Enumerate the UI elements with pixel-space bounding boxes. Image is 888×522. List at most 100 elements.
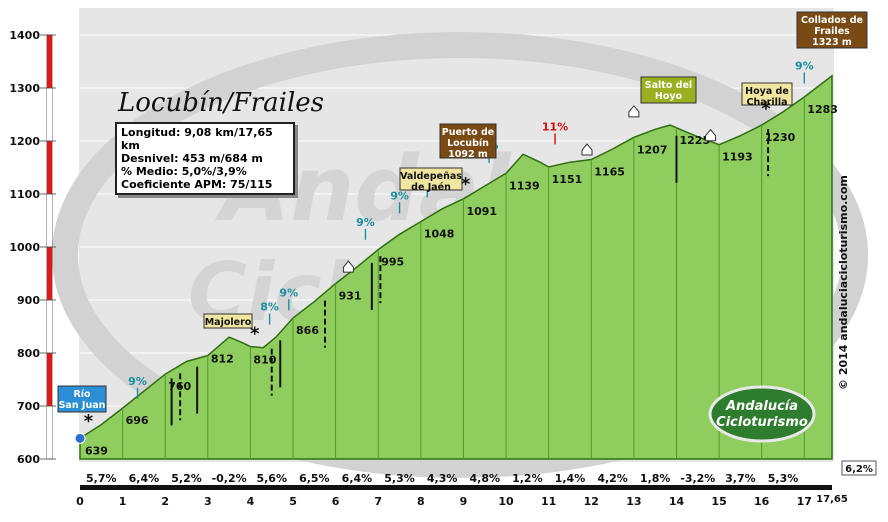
altitude-label: 639	[85, 444, 108, 457]
segment-gradient-label: -0,2%	[212, 472, 247, 485]
place-text: Salto del	[645, 80, 692, 91]
segment-gradient-label: 1,8%	[640, 472, 671, 485]
logo-text-2: Cicloturismo	[716, 415, 808, 430]
altitude-bar-seg-1300	[47, 35, 52, 88]
segment-gradient-label: 4,2%	[597, 472, 628, 485]
point-labels: 639 696 760 812 810 866 931 995 1048 1091 1139 1151…	[85, 103, 838, 457]
altitude-label: 1225	[679, 134, 710, 147]
max-gradient-label: 9%	[128, 375, 147, 388]
place-text: Río	[73, 389, 91, 400]
y-axis-labels: 600 700 800 900 1000 1100 1200 1300 1400	[9, 29, 56, 466]
place-box	[57, 385, 107, 413]
place-text: Hoya de	[745, 86, 789, 97]
max-gradient-label: 9%	[390, 189, 409, 202]
place-box	[796, 11, 868, 49]
place-text: Frailes	[814, 26, 850, 37]
x-axis-band	[80, 485, 832, 490]
segment-gradient-label: 1,2%	[512, 472, 543, 485]
watermark-ellipse	[52, 32, 868, 478]
info-longitud: Longitud: 9,08 km/17,65 km	[121, 126, 273, 152]
markers: * * * * © 2014 andaluciacicloturismo.com Anda…	[74, 99, 850, 444]
place-text: 1092 m	[448, 149, 488, 160]
x-tick-label: 2	[161, 495, 169, 508]
last-gradient-frame	[841, 460, 877, 476]
start-icon	[74, 432, 86, 444]
altitude-bar-seg-1100	[47, 141, 52, 194]
x-tick-label: 12	[584, 495, 599, 508]
altitude-label: 760	[168, 380, 191, 393]
altitude-bar-seg-700	[47, 353, 52, 406]
segment-gradient-label: 5,2%	[171, 472, 202, 485]
y-tick-label: 1000	[9, 241, 40, 254]
segment-gradient-label: 4,3%	[427, 472, 458, 485]
house-icon	[581, 143, 593, 156]
segment-gradient-label: 6,5%	[299, 472, 330, 485]
altitude-label: 696	[126, 414, 149, 427]
x-tick-label: 16	[754, 495, 770, 508]
segment-gradient-label: 4,8%	[470, 472, 501, 485]
last-gradient-label: 6,2%	[845, 464, 873, 475]
max-gradient-label: 9%	[795, 59, 814, 72]
altitude-label: 810	[253, 354, 276, 367]
house-icon	[342, 260, 354, 273]
place-label: Majolero	[203, 313, 253, 329]
last-gradient-box: 6,2%	[841, 460, 877, 476]
segment-gradient-label: 5,6%	[256, 472, 287, 485]
altitude-label: 1048	[424, 228, 455, 241]
altitude-label: 1283	[807, 103, 838, 116]
segment-gradient-label: -3,2%	[680, 472, 715, 485]
place-text: Puerto de	[442, 127, 494, 138]
max-gradient-label: 11%	[542, 120, 568, 133]
x-tick-label: 7	[374, 495, 382, 508]
altitude-label: 1165	[594, 166, 625, 179]
summit-asterisk: *	[461, 174, 471, 195]
altitude-bar-seg-1200	[47, 88, 52, 141]
segment-gradient-label: 5,7%	[86, 472, 117, 485]
altitude-label: 1139	[509, 179, 540, 192]
x-tick-label: 3	[204, 495, 212, 508]
y-tick-label: 600	[17, 453, 40, 466]
info-box: Longitud: 9,08 km/17,65 km Desnivel: 453…	[115, 122, 295, 195]
y-tick-label: 1400	[9, 29, 40, 42]
altitude-bar-seg-900	[47, 247, 52, 300]
y-tick-label: 800	[17, 347, 40, 360]
place-text: Locubín	[447, 138, 489, 149]
house-icon	[628, 105, 640, 118]
x-tick-label: 15	[711, 495, 726, 508]
place-box	[439, 123, 497, 159]
copyright-text: © 2014 andaluciacicloturismo.com	[837, 175, 850, 390]
segment-gradients: 5,7% 6,4% 5,2% -0,2% 5,6% 6,5% 6,4% 5,3% 4,3% 4,8…	[86, 460, 877, 485]
altitude-label: 1230	[765, 131, 796, 144]
y-tick-label: 900	[17, 294, 40, 307]
y-tick-label: 700	[17, 400, 40, 413]
place-box	[203, 313, 253, 329]
x-tick-label: 10	[498, 495, 514, 508]
place-box	[640, 76, 697, 104]
segment-gradient-label: 6,4%	[342, 472, 373, 485]
segment-gradient-label: 3,7%	[725, 472, 756, 485]
x-tick-label: 9	[460, 495, 468, 508]
altitude-bar-seg-600	[47, 406, 52, 459]
x-tick-label: 8	[417, 495, 425, 508]
x-tick-label: 0	[76, 495, 84, 508]
x-tick-label: 13	[626, 495, 641, 508]
y-tick-label: 1300	[9, 82, 40, 95]
info-desnivel: Desnivel: 453 m/684 m	[121, 152, 263, 165]
segment-gradient-label: 5,3%	[768, 472, 799, 485]
place-box	[399, 167, 463, 191]
place-text: Charilla	[746, 97, 787, 108]
place-text: Majolero	[205, 317, 252, 328]
place-text: Valdepeñas	[400, 171, 462, 182]
place-text: Collados de	[801, 15, 863, 26]
info-apm: Coeficiente APM: 75/115	[121, 178, 273, 191]
summit-asterisk: *	[84, 411, 94, 432]
segment-gradient-label: 6,4%	[129, 472, 160, 485]
place-box	[741, 82, 793, 106]
